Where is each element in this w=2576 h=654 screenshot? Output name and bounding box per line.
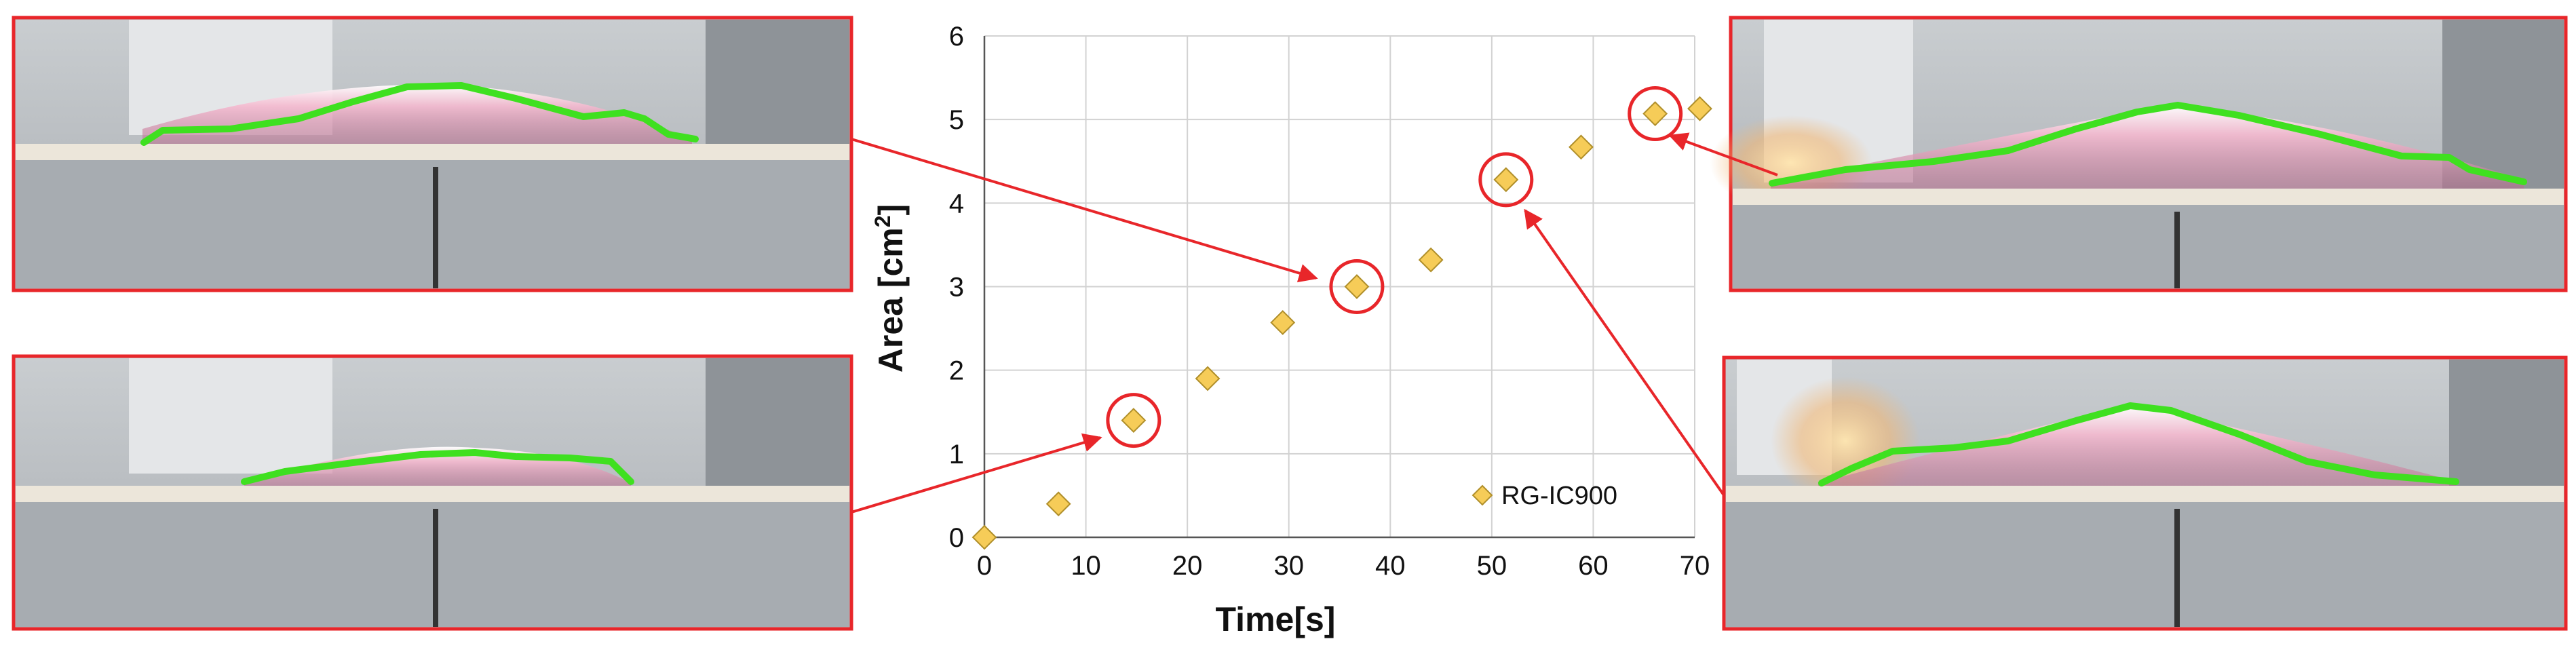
y-tick-labels: 0 1 2 3 4 5 6 [949, 22, 964, 553]
y-tick-label: 6 [949, 22, 964, 52]
x-axis-title: Time[s] [1216, 600, 1336, 638]
y-tick-label: 2 [949, 356, 964, 386]
data-point [1642, 101, 1668, 126]
photo-top-right [1710, 16, 2568, 292]
data-point [1045, 491, 1071, 517]
data-point [1418, 247, 1444, 273]
photo-lower-wall [1726, 502, 2564, 627]
legend-marker [1472, 484, 1493, 506]
flame-front-line [241, 449, 634, 485]
annotation-arrows [851, 132, 1778, 514]
arrow-top-left [851, 138, 1318, 283]
y-tick-label: 1 [949, 440, 964, 469]
y-tick-label: 3 [949, 273, 964, 303]
support-bar [433, 509, 438, 627]
highlight-circles [1106, 86, 1683, 448]
highlight-circle-top-right [1628, 86, 1683, 142]
y-tick-label: 4 [949, 189, 964, 218]
highlight-circle-top-left [1329, 259, 1385, 314]
x-tick-label: 40 [1375, 551, 1406, 581]
area-vs-time-chart: 0 10 20 30 40 50 60 70 0 1 2 3 4 5 6 Time[s] Area [cm… [870, 22, 1712, 638]
x-tick-label: 10 [1071, 551, 1101, 581]
photo-lower-wall [16, 502, 849, 627]
y-axis-title-superscript: 2 [870, 215, 895, 227]
highlight-circle-bottom-right [1478, 152, 1534, 208]
x-tick-label: 70 [1680, 551, 1710, 581]
photo-bottom-left [12, 354, 853, 631]
legend-label: RG-IC900 [1501, 482, 1617, 510]
support-bar [433, 167, 438, 288]
data-point [1687, 96, 1712, 121]
x-tick-label: 30 [1273, 551, 1304, 581]
axes [983, 36, 1695, 539]
y-tick-label: 5 [949, 105, 964, 135]
flame-glow [142, 84, 692, 146]
flame-front-line [140, 82, 699, 146]
sample-board [1726, 486, 2564, 502]
x-tick-label: 20 [1172, 551, 1203, 581]
data-point [1121, 408, 1147, 433]
sample-board [1733, 189, 2564, 205]
y-axis-title: Area [cm2] [870, 204, 910, 372]
data-points [972, 96, 1712, 550]
arrow-bottom-right [1524, 208, 1725, 497]
flame-glow [1771, 105, 2524, 190]
x-tick-label: 0 [977, 551, 992, 581]
flame-front-line [1818, 402, 2459, 486]
photo-top-left [12, 16, 853, 292]
support-bar [2174, 212, 2180, 288]
legend: RG-IC900 [1472, 482, 1617, 510]
y-axis-title-end: ] [872, 204, 910, 216]
data-point [1270, 310, 1296, 335]
arrow-top-right [1668, 132, 1778, 176]
flame-front-line [1769, 102, 2527, 187]
data-point [972, 524, 997, 550]
ruler-paper [129, 358, 332, 474]
photo-lower-wall [16, 160, 849, 288]
data-point [1569, 134, 1594, 160]
flame-glow [1818, 406, 2456, 488]
data-point [1344, 274, 1370, 299]
data-point [1195, 366, 1220, 391]
photo-lower-wall [1733, 205, 2564, 288]
x-tick-labels: 0 10 20 30 40 50 60 70 [977, 551, 1710, 581]
x-tick-label: 50 [1477, 551, 1507, 581]
sample-board [16, 144, 849, 160]
highlight-circle-bottom-left [1106, 393, 1161, 448]
y-tick-label: 0 [949, 523, 964, 553]
support-bar [2174, 509, 2180, 627]
arrow-bottom-left [851, 433, 1102, 514]
y-axis-title-main: Area [cm [872, 227, 910, 372]
grid-lines [984, 35, 1695, 538]
x-tick-label: 60 [1578, 551, 1609, 581]
data-point [1493, 167, 1519, 193]
sample-board [16, 486, 849, 502]
photo-bottom-right [1722, 355, 2568, 631]
